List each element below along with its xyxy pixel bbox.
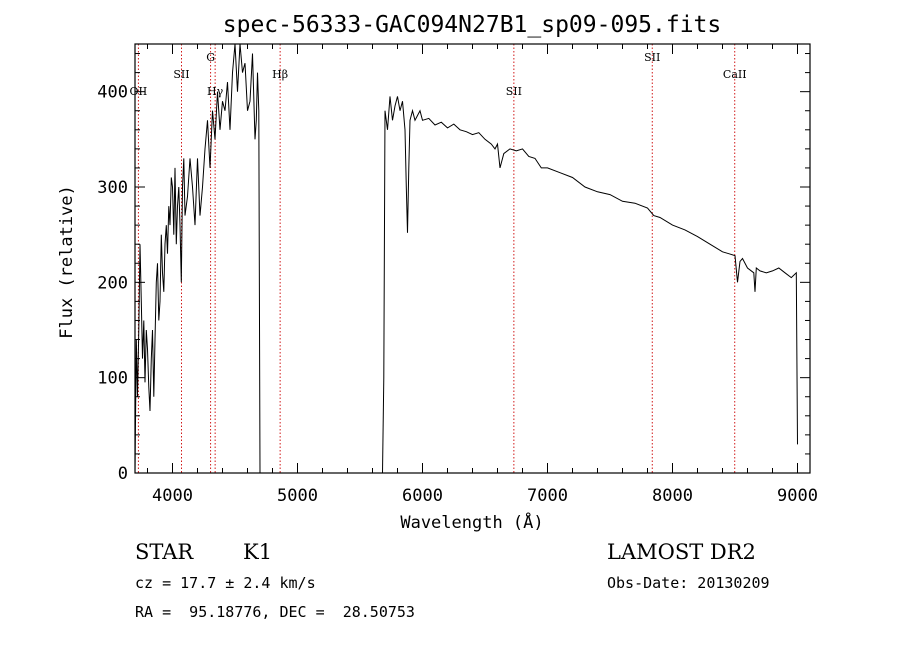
object-class: STAR — [135, 540, 194, 564]
y-tick-label: 300 — [97, 178, 128, 198]
tick-labels: 4000 5000 6000 7000 8000 9000 0 100 200 300 400 — [97, 83, 818, 506]
spectrum-chart: spec-56333-GAC094N27B1_sp09-095.fits Flu… — [57, 12, 818, 533]
y-axis-label: Flux (relative) — [57, 185, 77, 339]
tick-marks — [135, 44, 810, 474]
y-tick-label: 100 — [97, 369, 128, 389]
x-axis-label: Wavelength (Å) — [400, 511, 543, 533]
redshift-velocity: cz = 17.7 ± 2.4 km/s — [135, 574, 316, 592]
spectral-line-label: CaII — [723, 68, 747, 81]
spectral-line-label: Hβ — [272, 68, 288, 81]
spectrum-line — [134, 43, 798, 474]
x-tick-label: 4000 — [152, 486, 193, 506]
spectral-line-label: SII — [173, 68, 189, 81]
plot-frame — [134, 43, 811, 474]
x-tick-label: 6000 — [402, 486, 443, 506]
x-tick-label: 7000 — [527, 486, 568, 506]
y-tick-label: 400 — [97, 83, 128, 103]
coordinates: RA = 95.18776, DEC = 28.50753 — [135, 603, 415, 621]
object-subclass: K1 — [243, 540, 273, 564]
spectral-line-label: Hγ — [207, 85, 224, 98]
y-tick-label: 200 — [97, 273, 128, 293]
x-tick-label: 8000 — [652, 486, 693, 506]
spectral-line-label: SII — [644, 51, 660, 64]
chart-title: spec-56333-GAC094N27B1_sp09-095.fits — [223, 12, 722, 38]
survey-name: LAMOST DR2 — [607, 540, 756, 564]
spectral-line-label: SII — [506, 85, 522, 98]
observation-date: Obs-Date: 20130209 — [607, 574, 770, 592]
x-tick-label: 9000 — [777, 486, 818, 506]
spectral-line-label: G — [206, 51, 215, 64]
x-tick-label: 5000 — [277, 486, 318, 506]
y-tick-label: 0 — [118, 464, 128, 484]
